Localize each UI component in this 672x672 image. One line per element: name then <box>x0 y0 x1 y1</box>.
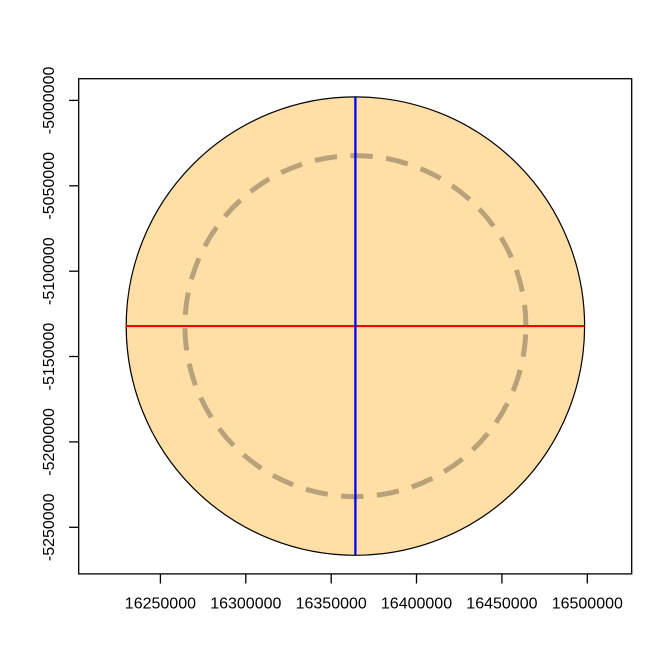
svg-text:16400000: 16400000 <box>381 596 452 613</box>
svg-text:-5000000: -5000000 <box>41 66 58 134</box>
svg-text:16500000: 16500000 <box>552 596 623 613</box>
svg-text:16250000: 16250000 <box>125 596 196 613</box>
svg-text:-5150000: -5150000 <box>41 323 58 391</box>
svg-text:-5250000: -5250000 <box>41 493 58 561</box>
svg-text:16450000: 16450000 <box>466 596 537 613</box>
svg-text:16300000: 16300000 <box>210 596 281 613</box>
svg-text:16350000: 16350000 <box>296 596 367 613</box>
svg-text:-5050000: -5050000 <box>41 152 58 220</box>
svg-text:-5200000: -5200000 <box>41 408 58 476</box>
svg-text:-5100000: -5100000 <box>41 237 58 305</box>
